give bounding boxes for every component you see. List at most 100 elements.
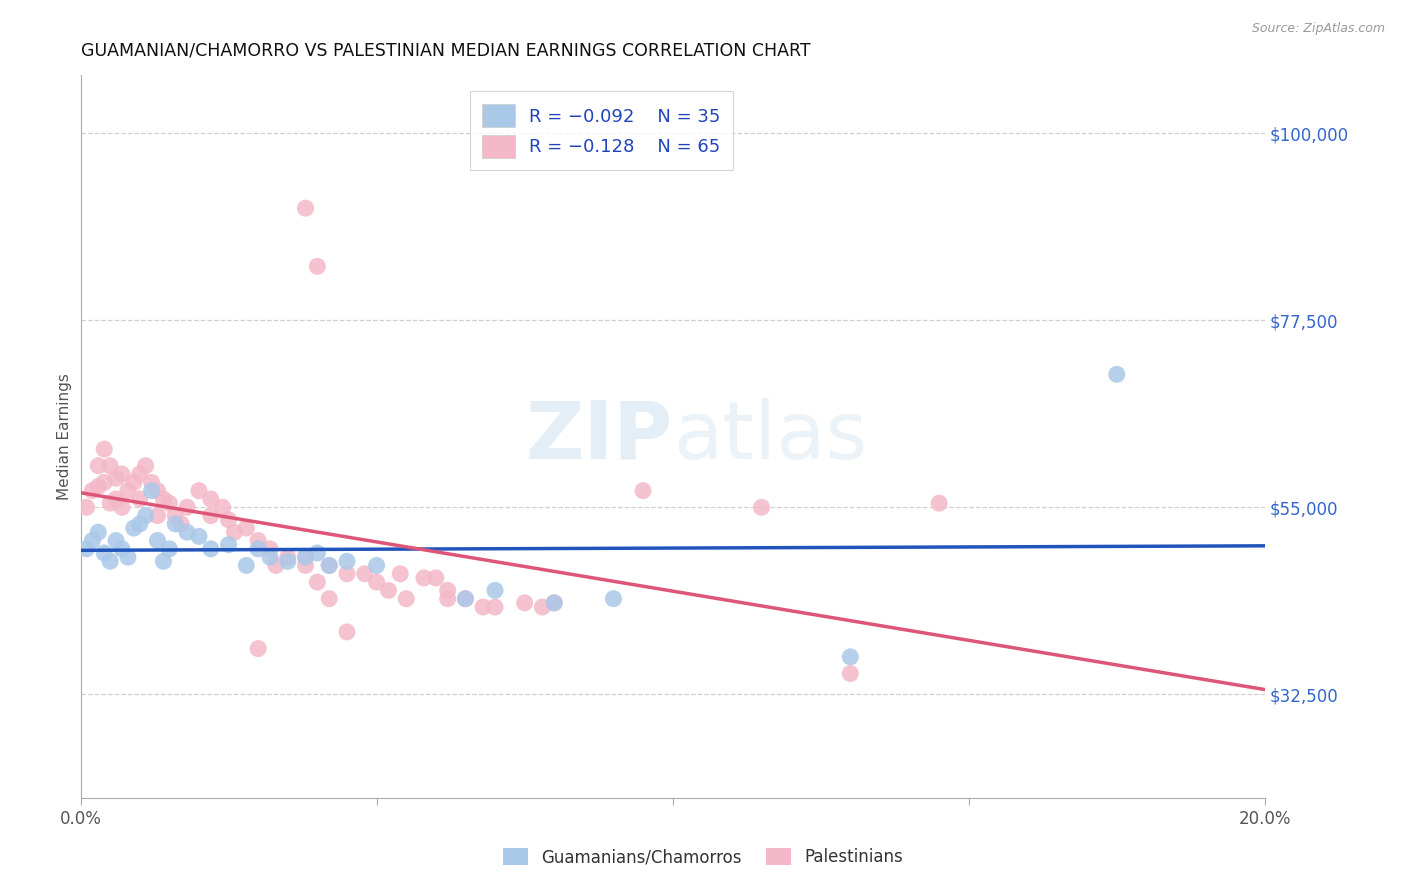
Point: [176, 525, 198, 540]
Point: [93, 475, 115, 490]
Point: [128, 516, 150, 531]
Point: [122, 475, 145, 490]
Point: [111, 467, 134, 481]
Point: [128, 467, 150, 481]
Point: [395, 591, 418, 606]
Point: [87, 479, 110, 493]
Point: [307, 260, 329, 274]
Point: [389, 566, 412, 581]
Point: [277, 550, 299, 565]
Point: [82, 483, 104, 498]
Legend: Guamanians/Chamorros, Palestinians: Guamanians/Chamorros, Palestinians: [494, 840, 912, 875]
Point: [484, 600, 506, 615]
Point: [128, 491, 150, 506]
Point: [98, 496, 121, 510]
Point: [211, 500, 233, 515]
Point: [413, 571, 436, 585]
Point: [839, 649, 862, 664]
Point: [531, 600, 554, 615]
Point: [259, 541, 281, 556]
Point: [146, 533, 169, 548]
Text: ZIP: ZIP: [526, 398, 672, 475]
Point: [235, 521, 257, 535]
Point: [247, 641, 270, 656]
Point: [436, 591, 458, 606]
Point: [75, 541, 97, 556]
Point: [200, 491, 222, 506]
Point: [98, 458, 121, 473]
Point: [366, 575, 388, 590]
Text: Source: ZipAtlas.com: Source: ZipAtlas.com: [1251, 22, 1385, 36]
Point: [187, 529, 209, 543]
Point: [152, 491, 174, 506]
Legend: R = −0.092    N = 35, R = −0.128    N = 65: R = −0.092 N = 35, R = −0.128 N = 65: [470, 92, 734, 170]
Point: [839, 666, 862, 681]
Point: [93, 442, 115, 457]
Point: [259, 550, 281, 565]
Point: [157, 541, 180, 556]
Point: [187, 483, 209, 498]
Point: [366, 558, 388, 573]
Point: [318, 558, 340, 573]
Point: [377, 583, 399, 598]
Point: [353, 566, 375, 581]
Point: [98, 554, 121, 568]
Point: [224, 525, 246, 540]
Point: [176, 500, 198, 515]
Point: [454, 591, 477, 606]
Point: [117, 550, 139, 565]
Point: [294, 550, 316, 565]
Point: [294, 558, 316, 573]
Point: [93, 546, 115, 560]
Point: [165, 516, 187, 531]
Point: [1105, 368, 1128, 382]
Point: [602, 591, 624, 606]
Y-axis label: Median Earnings: Median Earnings: [58, 373, 72, 500]
Point: [165, 508, 187, 523]
Point: [117, 483, 139, 498]
Point: [454, 591, 477, 606]
Text: atlas: atlas: [672, 398, 868, 475]
Point: [87, 458, 110, 473]
Point: [543, 596, 565, 610]
Point: [631, 483, 654, 498]
Point: [294, 550, 316, 565]
Point: [928, 496, 950, 510]
Point: [105, 471, 128, 485]
Point: [336, 566, 359, 581]
Point: [157, 496, 180, 510]
Point: [82, 533, 104, 548]
Point: [200, 541, 222, 556]
Point: [75, 500, 97, 515]
Point: [146, 508, 169, 523]
Point: [484, 583, 506, 598]
Point: [152, 554, 174, 568]
Point: [218, 513, 240, 527]
Point: [247, 541, 270, 556]
Point: [111, 541, 134, 556]
Point: [318, 591, 340, 606]
Point: [105, 533, 128, 548]
Point: [141, 475, 163, 490]
Point: [235, 558, 257, 573]
Point: [146, 483, 169, 498]
Point: [141, 483, 163, 498]
Text: GUAMANIAN/CHAMORRO VS PALESTINIAN MEDIAN EARNINGS CORRELATION CHART: GUAMANIAN/CHAMORRO VS PALESTINIAN MEDIAN…: [80, 42, 810, 60]
Point: [247, 533, 270, 548]
Point: [751, 500, 773, 515]
Point: [543, 596, 565, 610]
Point: [135, 458, 157, 473]
Point: [307, 575, 329, 590]
Point: [336, 624, 359, 639]
Point: [111, 500, 134, 515]
Point: [170, 516, 193, 531]
Point: [307, 546, 329, 560]
Point: [105, 491, 128, 506]
Point: [294, 201, 316, 215]
Point: [425, 571, 447, 585]
Point: [277, 554, 299, 568]
Point: [87, 525, 110, 540]
Point: [436, 583, 458, 598]
Point: [218, 538, 240, 552]
Point: [135, 508, 157, 523]
